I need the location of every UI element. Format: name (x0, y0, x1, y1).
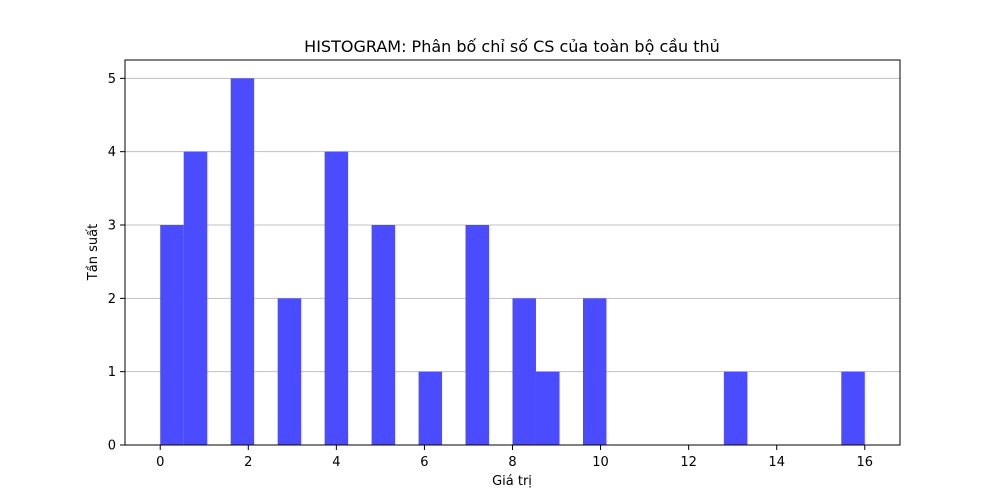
bars (160, 78, 865, 445)
histogram-bar-9 (535, 371, 560, 445)
x-tick-label-1: 2 (244, 455, 252, 470)
x-tick-label-5: 10 (592, 455, 609, 470)
histogram-bar-2 (230, 78, 255, 445)
x-tick-label-7: 14 (768, 455, 785, 470)
histogram-bar-8 (512, 298, 536, 445)
histogram-bar-6 (418, 371, 443, 445)
y-tick-label-0: 0 (108, 439, 116, 454)
histogram-bar-1 (183, 151, 208, 445)
y-tick-label-5: 5 (108, 72, 116, 87)
histogram-bar-10 (582, 298, 607, 445)
y-tick-label-1: 1 (108, 365, 116, 380)
x-tick-label-0: 0 (156, 455, 164, 470)
y-tick-label-4: 4 (108, 145, 116, 160)
x-axis-label: Giá trị (492, 474, 532, 489)
histogram-bar-11 (723, 371, 748, 445)
x-tick-label-4: 8 (508, 455, 516, 470)
x-tick-label-3: 6 (420, 455, 428, 470)
histogram-bar-4 (324, 151, 349, 445)
x-tick-label-6: 12 (680, 455, 697, 470)
histogram-bar-3 (277, 298, 302, 445)
histogram-bar-5 (371, 225, 396, 445)
histogram-bar-0 (160, 225, 184, 445)
y-tick-label-2: 2 (108, 292, 116, 307)
grid-lines (125, 77, 900, 373)
y-axis-ticks: 0 1 2 3 4 5 (108, 72, 125, 454)
chart-title: HISTOGRAM: Phân bố chỉ số CS của toàn bộ… (304, 37, 720, 56)
histogram-bar-12 (841, 371, 865, 445)
x-tick-label-2: 4 (332, 455, 340, 470)
y-tick-label-3: 3 (108, 219, 116, 234)
x-axis-ticks: 0 2 4 6 8 10 12 14 16 (156, 445, 873, 470)
y-axis-label: Tần suất (86, 224, 101, 281)
histogram-bar-7 (465, 225, 490, 445)
x-tick-label-8: 16 (856, 455, 873, 470)
